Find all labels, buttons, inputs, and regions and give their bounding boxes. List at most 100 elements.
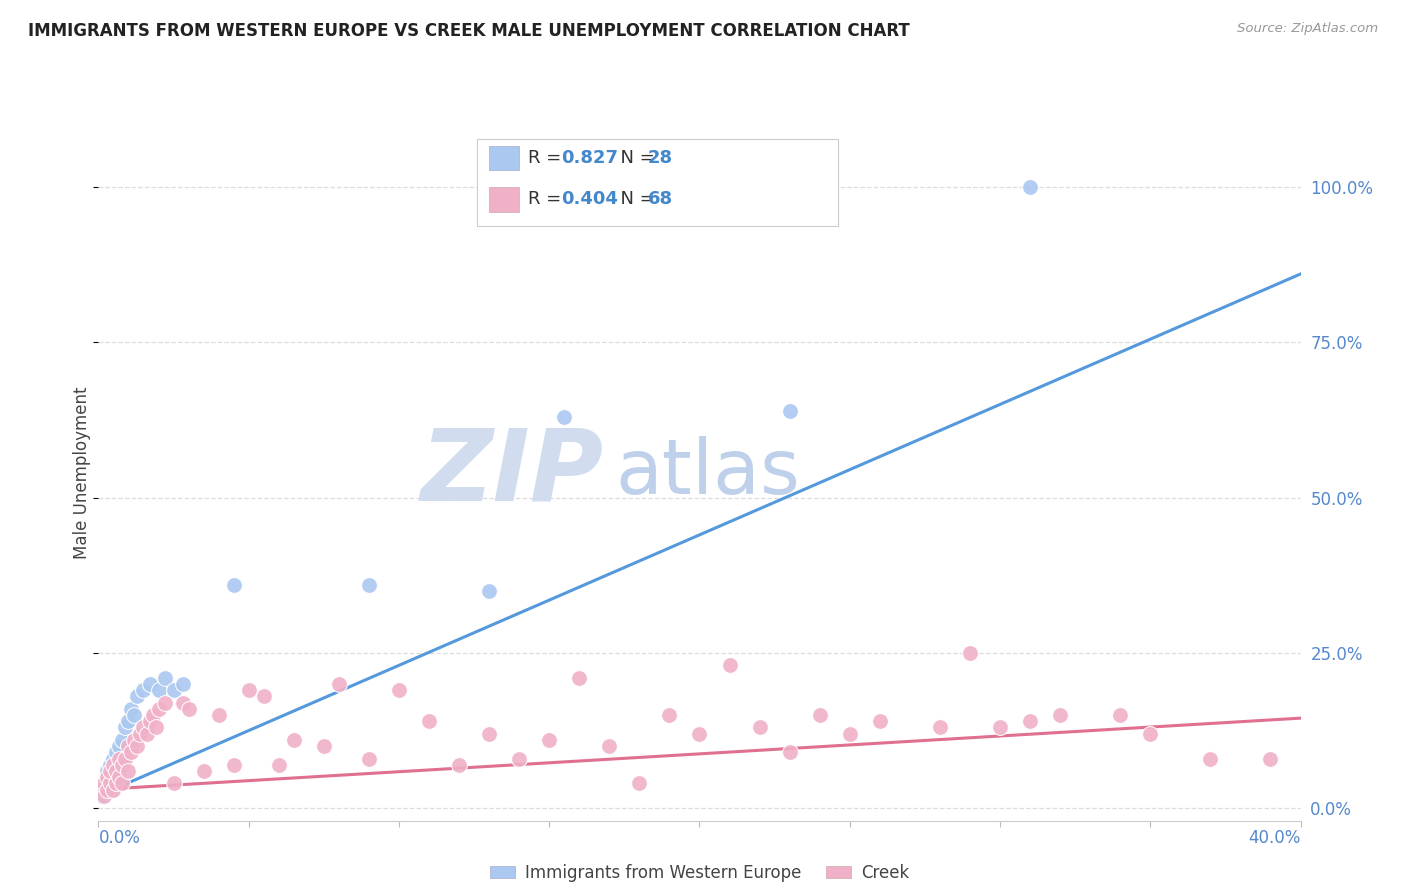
Point — [121, 702, 143, 716]
Point — [418, 714, 440, 729]
Point — [111, 776, 134, 790]
Point — [93, 776, 115, 790]
Point — [100, 782, 122, 797]
Point — [283, 732, 305, 747]
Point — [328, 677, 350, 691]
Point — [959, 646, 981, 660]
Point — [177, 702, 200, 716]
Point — [105, 745, 128, 759]
Point — [553, 409, 575, 424]
Point — [103, 782, 125, 797]
Point — [162, 776, 184, 790]
Point — [658, 708, 681, 723]
Point — [568, 671, 591, 685]
Point — [193, 764, 215, 778]
Point — [253, 690, 276, 704]
Point — [1019, 714, 1042, 729]
Point — [478, 583, 501, 598]
Point — [111, 732, 134, 747]
Point — [808, 708, 831, 723]
Point — [153, 696, 176, 710]
Text: 0.827: 0.827 — [561, 149, 619, 168]
Point — [127, 690, 149, 704]
Point — [124, 732, 146, 747]
Point — [508, 751, 530, 765]
Point — [138, 714, 160, 729]
Point — [172, 696, 194, 710]
Point — [388, 683, 411, 698]
Point — [105, 764, 128, 778]
Point — [1139, 726, 1161, 740]
Text: 40.0%: 40.0% — [1249, 829, 1301, 847]
Point — [124, 708, 146, 723]
Text: N =: N = — [609, 190, 661, 209]
Text: 28: 28 — [648, 149, 673, 168]
Text: N =: N = — [609, 149, 661, 168]
Point — [108, 770, 131, 784]
Point — [1109, 708, 1132, 723]
Point — [162, 683, 184, 698]
Point — [108, 751, 131, 765]
FancyBboxPatch shape — [477, 139, 838, 226]
Point — [100, 764, 122, 778]
Point — [96, 770, 118, 784]
Point — [869, 714, 891, 729]
Point — [357, 577, 380, 591]
Point — [312, 739, 335, 753]
Point — [117, 739, 139, 753]
Text: ZIP: ZIP — [420, 425, 603, 521]
Point — [108, 739, 131, 753]
Point — [1260, 751, 1282, 765]
Point — [121, 745, 143, 759]
Point — [988, 721, 1011, 735]
Point — [90, 789, 112, 803]
Point — [138, 677, 160, 691]
Text: R =: R = — [527, 149, 567, 168]
Point — [838, 726, 860, 740]
Text: IMMIGRANTS FROM WESTERN EUROPE VS CREEK MALE UNEMPLOYMENT CORRELATION CHART: IMMIGRANTS FROM WESTERN EUROPE VS CREEK … — [28, 22, 910, 40]
Point — [132, 683, 155, 698]
Point — [148, 683, 170, 698]
Point — [114, 751, 136, 765]
Y-axis label: Male Unemployment: Male Unemployment — [73, 386, 91, 559]
Point — [222, 757, 245, 772]
Bar — [489, 145, 519, 170]
Point — [478, 726, 501, 740]
Point — [127, 739, 149, 753]
Text: 0.0%: 0.0% — [98, 829, 141, 847]
Point — [1199, 751, 1222, 765]
Point — [929, 721, 952, 735]
Point — [689, 726, 711, 740]
Point — [222, 577, 245, 591]
Point — [100, 776, 122, 790]
Point — [117, 764, 139, 778]
Point — [145, 721, 167, 735]
Point — [117, 714, 139, 729]
Point — [103, 757, 125, 772]
Point — [135, 726, 157, 740]
Point — [90, 782, 112, 797]
Text: 68: 68 — [648, 190, 673, 209]
Point — [598, 739, 620, 753]
Point — [538, 732, 561, 747]
Point — [148, 702, 170, 716]
Point — [267, 757, 290, 772]
Text: 0.404: 0.404 — [561, 190, 619, 209]
Point — [238, 683, 260, 698]
Point — [105, 776, 128, 790]
Point — [129, 726, 152, 740]
Point — [208, 708, 231, 723]
Point — [93, 789, 115, 803]
Point — [96, 776, 118, 790]
Point — [748, 721, 770, 735]
Text: Source: ZipAtlas.com: Source: ZipAtlas.com — [1237, 22, 1378, 36]
Point — [153, 671, 176, 685]
Point — [132, 721, 155, 735]
Bar — [489, 187, 519, 212]
Point — [103, 770, 125, 784]
Text: atlas: atlas — [616, 436, 800, 509]
Point — [779, 403, 801, 417]
Point — [628, 776, 651, 790]
Point — [1019, 180, 1042, 194]
Text: R =: R = — [527, 190, 567, 209]
